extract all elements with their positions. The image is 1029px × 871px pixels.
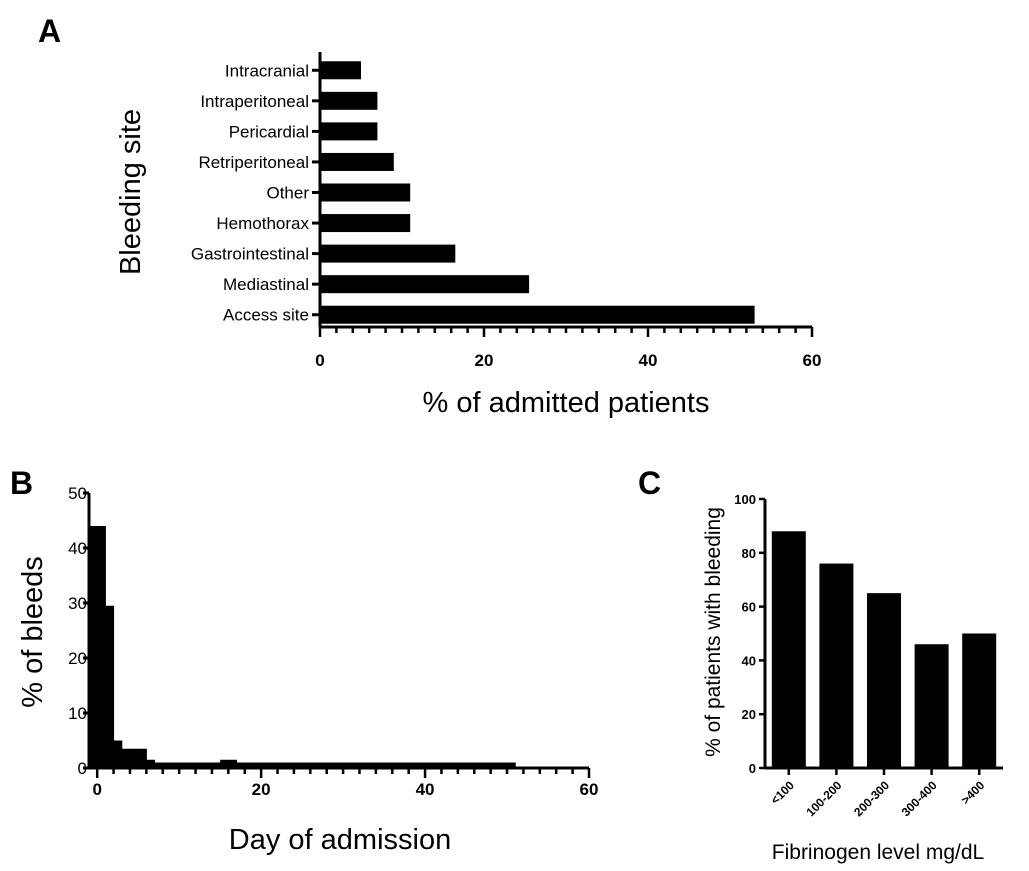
chart-a-bar — [320, 244, 456, 263]
chart-c-plot: 0 20 40 60 80 100 <100 100-200 200-300 300-400 >40… — [734, 492, 1003, 819]
chart-c-y-tick-label: 40 — [742, 653, 756, 668]
chart-c-y-tick-label: 60 — [742, 600, 756, 615]
chart-c-y-tick-label: 80 — [742, 546, 756, 561]
chart-c-category-label: 300-400 — [899, 778, 940, 819]
chart-a-bar — [320, 152, 394, 171]
chart-a-category-label: Mediastinal — [223, 275, 309, 294]
chart-b-plot: 0 10 20 30 40 50 0 20 40 60 — [68, 484, 598, 799]
chart-b-y-tick-label: 50 — [68, 484, 87, 503]
chart-a-x-tick-label: 60 — [803, 351, 822, 370]
chart-a-x-tick-label: 20 — [475, 351, 494, 370]
chart-a-y-axis-label: Bleeding site — [115, 109, 147, 275]
chart-a-bar — [320, 122, 378, 141]
chart-b-x-tick-label: 20 — [252, 780, 271, 799]
chart-a-bar — [320, 214, 411, 233]
chart-c-category-label: <100 — [768, 778, 797, 807]
chart-a-category-label: Intracranial — [225, 61, 309, 80]
chart-b-x-tick-label: 60 — [580, 780, 599, 799]
chart-a-category-label: Gastrointestinal — [191, 245, 309, 264]
chart-a-plot: Intracranial Intraperitoneal Pericardial Re… — [191, 52, 822, 370]
chart-a-bar — [320, 183, 411, 202]
chart-b-bar — [97, 605, 115, 768]
chart-c-category-label: 100-200 — [803, 778, 844, 819]
chart-a-bar — [320, 91, 378, 110]
chart-c-x-axis-label: Fibrinogen level mg/dL — [772, 841, 984, 864]
chart-a-bar — [320, 275, 530, 294]
chart-b-y-axis-label: % of bleeds — [17, 556, 49, 708]
panel-letter-c: C — [638, 465, 661, 501]
chart-b-bar — [498, 762, 516, 768]
chart-c-y-axis-label: % of patients with bleeding — [702, 507, 725, 757]
chart-a-bar — [320, 305, 755, 324]
chart-a-bar — [320, 61, 361, 80]
chart-b-y-tick-label: 40 — [68, 539, 87, 558]
chart-b-x-tick-label: 0 — [92, 780, 101, 799]
chart-a-category-label: Intraperitoneal — [200, 92, 309, 111]
chart-c-bar — [962, 633, 997, 768]
chart-c-bar — [771, 531, 806, 768]
chart-c-y-tick-label: 0 — [749, 761, 756, 776]
chart-a-x-tick-label: 0 — [315, 351, 324, 370]
chart-c-bar — [819, 563, 854, 768]
chart-c-bar — [914, 644, 949, 768]
chart-c-y-tick-label: 20 — [742, 707, 756, 722]
chart-a-x-tick-label: 40 — [639, 351, 658, 370]
chart-c-y-tick-label: 100 — [734, 492, 756, 507]
chart-b-x-tick-label: 40 — [416, 780, 435, 799]
chart-a-category-label: Other — [266, 184, 309, 203]
chart-b-y-tick-label: 0 — [78, 759, 87, 778]
chart-b-y-tick-label: 10 — [68, 704, 87, 723]
chart-b-y-tick-label: 20 — [68, 649, 87, 668]
chart-a-category-label: Access site — [223, 306, 309, 325]
panel-letter-b: B — [10, 465, 33, 501]
chart-a-category-label: Hemothorax — [216, 214, 309, 233]
chart-c-bar — [867, 593, 901, 768]
panel-letter-a: A — [38, 13, 61, 49]
chart-a-x-axis-label: % of admitted patients — [423, 387, 710, 419]
chart-c-category-label: >400 — [958, 778, 987, 807]
chart-b-y-tick-label: 30 — [68, 594, 87, 613]
chart-b-x-axis-label: Day of admission — [229, 824, 451, 856]
chart-c-category-label: 200-300 — [851, 778, 892, 819]
chart-a-category-label: Pericardial — [229, 122, 309, 141]
chart-a-category-label: Retriperitoneal — [198, 153, 309, 172]
